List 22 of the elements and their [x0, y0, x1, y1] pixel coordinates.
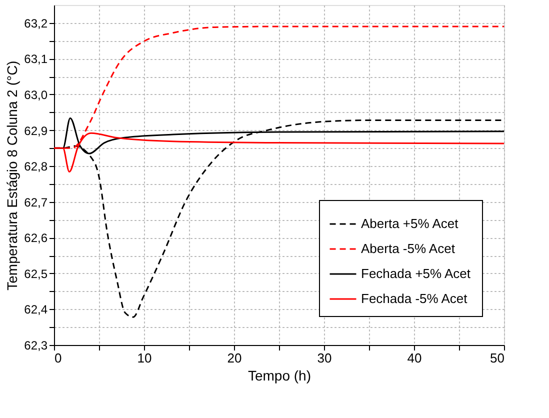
y-tick-label: 62,4: [24, 302, 48, 317]
legend-label: Fechada -5% Acet: [361, 291, 468, 306]
y-tick-label: 63,1: [24, 52, 48, 66]
y-tick-label: 63,0: [24, 88, 48, 102]
x-tick-label: 50: [490, 350, 504, 366]
y-tick-label: 62,6: [24, 231, 48, 246]
y-tick-label: 62,9: [24, 124, 48, 138]
y-tick-label: 63,2: [24, 16, 48, 30]
y-tick-label: 62,3: [24, 338, 48, 352]
legend-label: Fechada +5% Acet: [361, 266, 471, 281]
x-tick-label: 10: [137, 350, 152, 366]
x-tick-label: 20: [227, 350, 242, 366]
y-tick-label: 62,5: [24, 266, 48, 281]
legend-label: Aberta +5% Acet: [361, 216, 459, 231]
x-tick-label: 40: [407, 350, 422, 366]
y-tick-label: 62,7: [24, 195, 48, 210]
x-tick-label: 30: [317, 350, 332, 366]
x-axis-title: Tempo (h): [248, 368, 312, 384]
y-axis-title: Temperatura Estágio 8 Coluna 2 (°C): [4, 60, 20, 290]
legend-label: Aberta -5% Acet: [361, 241, 456, 256]
y-tick-label: 62,8: [24, 160, 48, 174]
x-tick-label: 0: [54, 350, 62, 366]
